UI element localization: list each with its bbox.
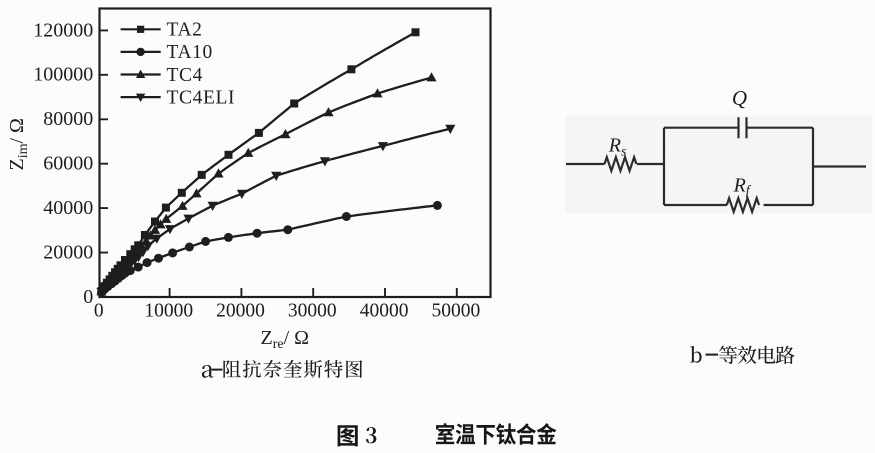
svg-text:40000: 40000: [360, 300, 409, 321]
svg-text:TA2: TA2: [167, 20, 203, 41]
svg-text:80000: 80000: [43, 108, 93, 130]
svg-text:40000: 40000: [43, 197, 93, 219]
svg-text:100000: 100000: [33, 64, 93, 86]
svg-text:60000: 60000: [43, 153, 93, 175]
svg-text:0: 0: [83, 286, 93, 308]
svg-text:Q: Q: [732, 86, 747, 110]
svg-text:TA10: TA10: [167, 42, 213, 63]
svg-text:Zre/ Ω: Zre/ Ω: [261, 327, 310, 352]
svg-text:TC4: TC4: [167, 65, 203, 86]
svg-text:30000: 30000: [288, 300, 337, 321]
svg-text:Zim/ Ω: Zim/ Ω: [6, 118, 31, 170]
svg-text:TC4ELI: TC4ELI: [167, 87, 236, 108]
svg-text:10000: 10000: [144, 300, 193, 321]
svg-text:20000: 20000: [216, 300, 265, 321]
svg-text:50000: 50000: [432, 300, 481, 321]
svg-text:20000: 20000: [43, 242, 93, 264]
svg-text:120000: 120000: [33, 19, 93, 41]
svg-text:0: 0: [94, 300, 104, 321]
